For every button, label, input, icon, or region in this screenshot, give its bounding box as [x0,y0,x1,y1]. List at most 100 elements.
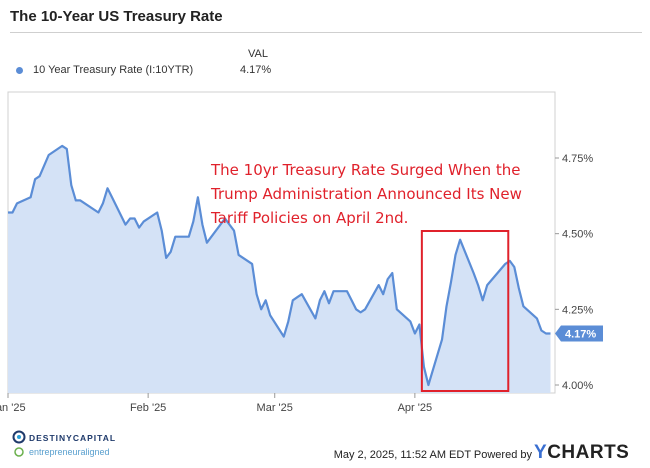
data-point[interactable] [200,222,205,227]
data-point[interactable] [195,195,200,200]
data-point[interactable] [394,307,399,312]
data-point[interactable] [458,237,463,242]
data-point[interactable] [354,307,359,312]
data-point[interactable] [548,331,553,336]
area-layer [8,145,551,393]
data-point[interactable] [100,201,105,206]
legend-series-name: 10 Year Treasury Rate (I:10YTR) [33,64,194,76]
data-point[interactable] [516,286,521,291]
data-point[interactable] [471,271,476,276]
destiny-capital-logo: DESTINYCAPITAL entrepreneuraligned [12,430,115,457]
data-point[interactable] [60,143,65,148]
data-point[interactable] [28,195,33,200]
logo-line2: entrepreneuraligned [29,447,110,457]
data-point[interactable] [290,298,295,303]
data-point[interactable] [128,216,133,221]
data-point[interactable] [173,234,178,239]
data-point[interactable] [512,265,517,270]
y-tick-label: 4.75% [562,153,593,165]
data-point[interactable] [204,240,209,245]
highlight-box [420,230,510,392]
data-point[interactable] [327,301,332,306]
ycharts-logo-y: Y [534,442,548,463]
data-point[interactable] [164,255,169,260]
data-point[interactable] [426,383,431,388]
data-point[interactable] [295,295,300,300]
chart-title: The 10-Year US Treasury Rate [10,8,223,25]
data-point[interactable] [37,174,42,179]
data-point[interactable] [503,261,508,266]
data-point[interactable] [345,289,350,294]
data-point[interactable] [539,328,544,333]
data-point[interactable] [236,252,241,257]
series-line[interactable] [8,144,551,387]
data-point[interactable] [96,210,101,215]
data-point[interactable] [408,319,413,324]
data-point[interactable] [168,249,173,254]
series-area [8,145,551,393]
data-point[interactable] [485,283,490,288]
data-point[interactable] [105,186,110,191]
data-point[interactable] [544,331,549,336]
data-point[interactable] [268,313,273,318]
data-point[interactable] [480,298,485,303]
data-point[interactable] [281,334,286,339]
data-point[interactable] [376,283,381,288]
data-point[interactable] [232,228,237,233]
data-point[interactable] [358,310,363,315]
data-point[interactable] [73,198,78,203]
data-point[interactable] [444,304,449,309]
x-tick-label: Jan '25 [0,402,26,414]
data-point[interactable] [137,225,142,230]
data-point[interactable] [317,298,322,303]
data-point[interactable] [123,222,128,227]
data-point[interactable] [453,252,458,257]
x-tick-label: Feb '25 [130,402,166,414]
data-point[interactable] [15,201,20,206]
data-point[interactable] [534,316,539,321]
title-divider [10,32,642,33]
data-point[interactable] [110,195,115,200]
data-point[interactable] [46,153,51,158]
data-point[interactable] [390,271,395,276]
data-point[interactable] [313,316,318,321]
data-point[interactable] [349,298,354,303]
data-point[interactable] [141,219,146,224]
data-point[interactable] [186,234,191,239]
data-point[interactable] [449,280,454,285]
data-point[interactable] [331,289,336,294]
data-point[interactable] [159,228,164,233]
legend-value-header: VAL [248,48,268,60]
data-point[interactable] [363,307,368,312]
data-point[interactable] [299,292,304,297]
legend-item[interactable]: 10 Year Treasury Rate (I:10YTR) [16,64,193,76]
data-point[interactable] [381,292,386,297]
data-point[interactable] [440,337,445,342]
data-point[interactable] [69,183,74,188]
data-point[interactable] [263,298,268,303]
data-point[interactable] [78,198,83,203]
data-point[interactable] [412,331,417,336]
x-axis: Jan '25 Feb '25 Mar '25 Apr '25 [0,393,432,414]
data-point[interactable] [250,261,255,266]
data-point[interactable] [286,319,291,324]
data-point[interactable] [155,210,160,215]
data-point[interactable] [322,289,327,294]
data-point[interactable] [259,307,264,312]
data-point[interactable] [64,146,69,151]
data-point[interactable] [476,283,481,288]
y-axis: 4.00% 4.25% 4.50% 4.75% [555,153,593,392]
data-point[interactable] [385,277,390,282]
data-point[interactable] [33,177,38,182]
data-point[interactable] [132,216,137,221]
annotation-line: Trump Administration Announced Its New [210,185,522,203]
ycharts-logo[interactable]: YCHARTS [534,442,629,464]
x-tick-label: Apr '25 [398,402,433,414]
annotation-line: The 10yr Treasury Rate Surged When the [210,161,521,179]
footer-timestamp: May 2, 2025, 11:52 AM EDT Powered by [333,449,532,461]
data-point[interactable] [521,304,526,309]
data-point[interactable] [191,219,196,224]
data-point[interactable] [10,210,15,215]
data-point[interactable] [254,292,259,297]
